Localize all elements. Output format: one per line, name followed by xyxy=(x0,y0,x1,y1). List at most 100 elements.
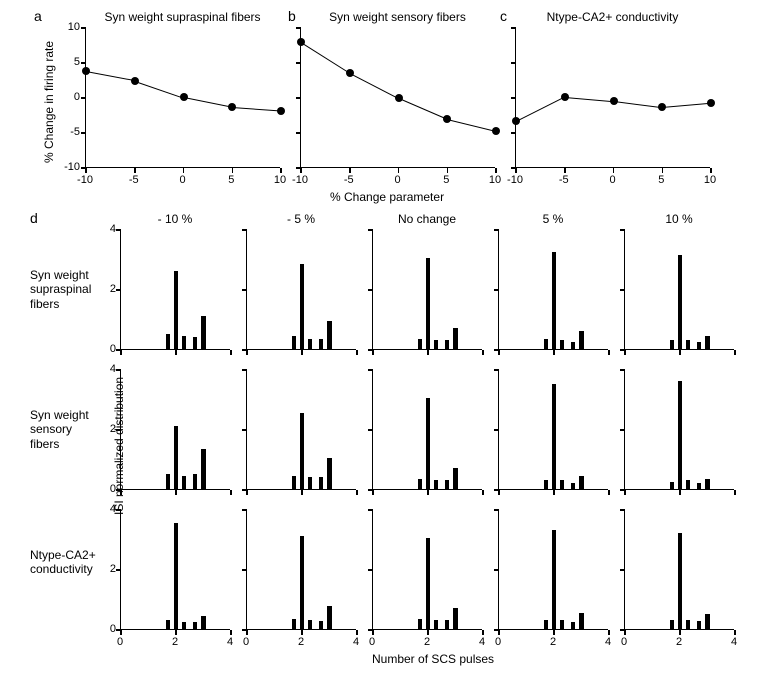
grid-xtick-label: 0 xyxy=(366,636,378,648)
panel-label-b: b xyxy=(288,8,296,24)
grid-ytick-label: 0 xyxy=(88,623,116,635)
grid-xtick-label: 2 xyxy=(421,636,433,648)
panel-label-a: a xyxy=(34,8,42,24)
bar xyxy=(174,426,178,489)
xtick-label: -5 xyxy=(339,174,359,186)
bar xyxy=(182,476,186,490)
panel-label-d: d xyxy=(30,210,38,226)
data-point xyxy=(610,97,618,105)
bar xyxy=(300,536,304,629)
bar xyxy=(327,321,331,350)
bar-chart xyxy=(372,370,482,490)
ytick-label: 0 xyxy=(52,91,80,103)
data-point xyxy=(707,99,715,107)
grid-ytick-label: 0 xyxy=(88,483,116,495)
grid-xtick-label: 2 xyxy=(169,636,181,648)
bar-chart xyxy=(498,230,608,350)
bar xyxy=(300,264,304,350)
panel-label-c: c xyxy=(500,8,507,24)
bar xyxy=(166,474,170,489)
panel-title-a: Syn weight supraspinal fibers xyxy=(85,10,280,24)
xtick-label: -10 xyxy=(290,174,310,186)
bar xyxy=(453,328,457,349)
grid-ytick-label: 4 xyxy=(88,223,116,235)
data-point xyxy=(561,93,569,101)
bar-chart xyxy=(120,230,230,350)
bar xyxy=(327,606,331,629)
bar xyxy=(319,477,323,489)
bar xyxy=(292,476,296,490)
xtick-label: 5 xyxy=(651,174,671,186)
bar xyxy=(174,271,178,349)
grid-xtick-label: 0 xyxy=(114,636,126,648)
xtick-label: 5 xyxy=(436,174,456,186)
bar xyxy=(308,620,312,629)
bar xyxy=(174,523,178,630)
bar xyxy=(426,538,430,630)
bar xyxy=(434,620,438,629)
bar-chart xyxy=(372,510,482,630)
data-point xyxy=(395,94,403,102)
grid-col-header: - 10 % xyxy=(120,212,230,226)
bar xyxy=(418,619,422,630)
bar xyxy=(327,458,331,490)
bar xyxy=(426,258,430,350)
data-point xyxy=(297,38,305,46)
ytick-label: -5 xyxy=(52,126,80,138)
bar xyxy=(319,621,323,629)
bar xyxy=(300,413,304,490)
bar xyxy=(182,622,186,630)
bar xyxy=(193,337,197,349)
grid-xtick-label: 4 xyxy=(224,636,236,648)
bar xyxy=(670,620,674,629)
data-point xyxy=(443,115,451,123)
grid-xtick-label: 4 xyxy=(602,636,614,648)
line-chart-c xyxy=(515,28,710,168)
bar xyxy=(686,620,690,629)
ytick-label: 10 xyxy=(52,21,80,33)
bar xyxy=(579,476,583,490)
grid-ytick-label: 4 xyxy=(88,363,116,375)
bar-chart xyxy=(120,510,230,630)
xtick-label: 10 xyxy=(485,174,505,186)
data-point xyxy=(512,117,520,125)
bar xyxy=(678,255,682,350)
xtick-label: 0 xyxy=(603,174,623,186)
bar-chart xyxy=(120,370,230,490)
bar xyxy=(552,384,556,489)
data-point xyxy=(277,107,285,115)
xtick-label: -10 xyxy=(505,174,525,186)
grid-xtick-label: 0 xyxy=(492,636,504,648)
bar xyxy=(552,252,556,350)
line-chart-b xyxy=(300,28,495,168)
bar xyxy=(445,340,449,349)
data-point xyxy=(82,67,90,75)
bar xyxy=(705,479,709,490)
bar xyxy=(445,480,449,489)
grid-ytick-label: 2 xyxy=(88,563,116,575)
bar xyxy=(418,339,422,350)
grid-xtick-label: 0 xyxy=(618,636,630,648)
bar-chart xyxy=(498,510,608,630)
bar-chart xyxy=(624,370,734,490)
bar xyxy=(544,339,548,350)
bar xyxy=(201,449,205,490)
bar xyxy=(544,480,548,489)
bar xyxy=(201,616,205,630)
panel-title-c: Ntype-CA2+ conductivity xyxy=(515,10,710,24)
bar-chart xyxy=(372,230,482,350)
bar xyxy=(571,342,575,350)
xtick-label: 5 xyxy=(221,174,241,186)
bar xyxy=(560,340,564,349)
bar xyxy=(292,336,296,350)
bar xyxy=(697,621,701,629)
data-point xyxy=(180,93,188,101)
xtick-label: -10 xyxy=(75,174,95,186)
grid-col-header: No change xyxy=(372,212,482,226)
bar-chart xyxy=(498,370,608,490)
grid-xtick-label: 2 xyxy=(673,636,685,648)
bar xyxy=(201,316,205,349)
bar xyxy=(193,474,197,489)
grid-col-header: - 5 % xyxy=(246,212,356,226)
bar xyxy=(434,480,438,489)
